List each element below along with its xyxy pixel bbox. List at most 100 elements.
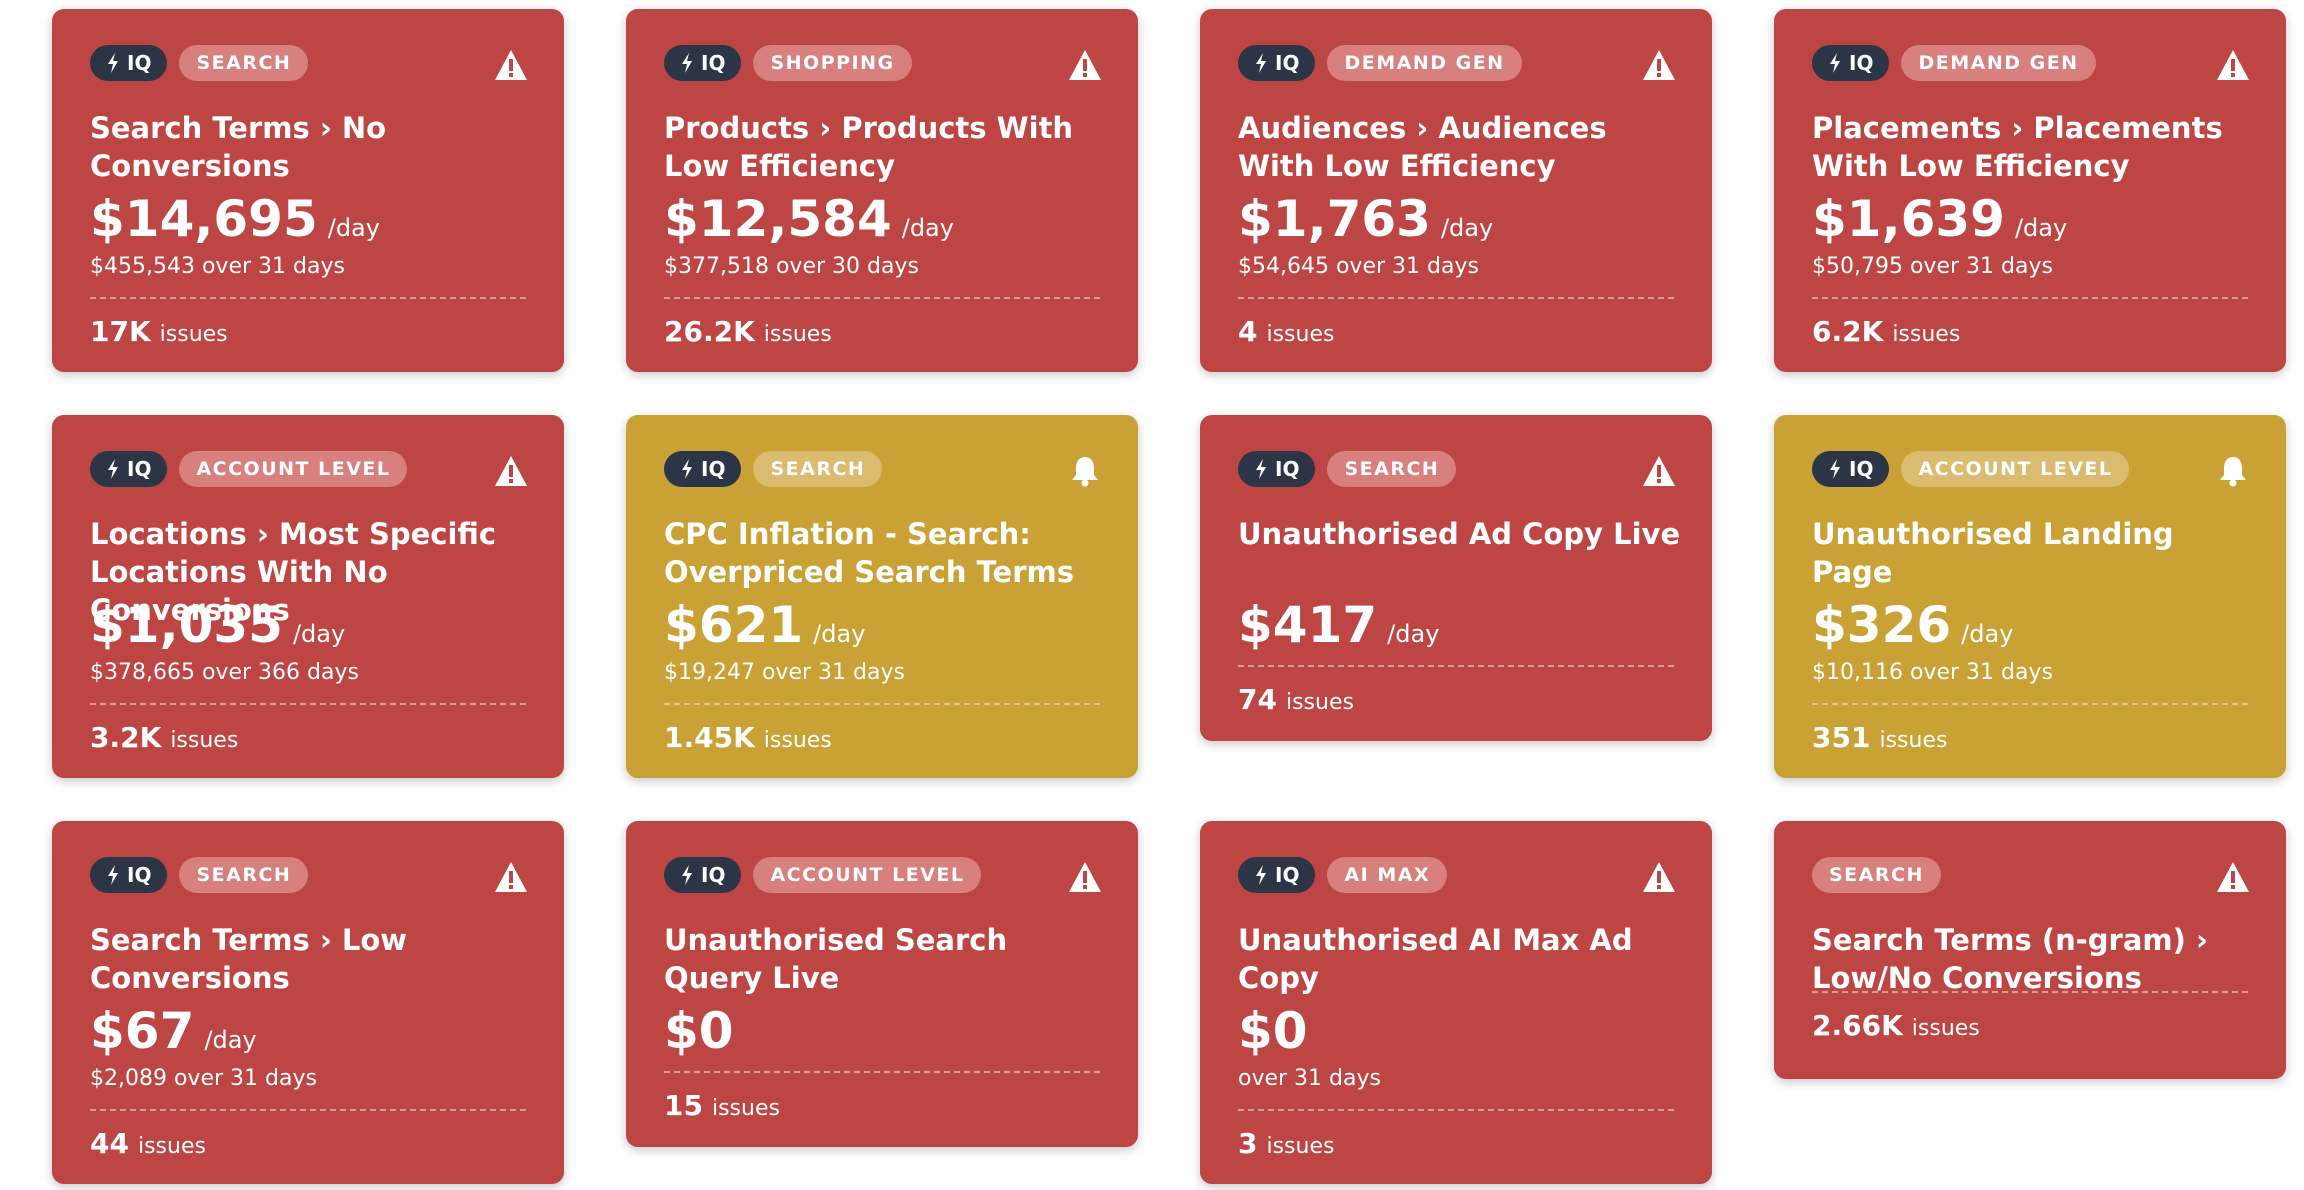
daily-amount: $14,695 [90,190,318,248]
card-title: Unauthorised Ad Copy Live [1238,517,1681,551]
issues-label: issues [711,1096,780,1121]
per-day-label: /day [204,1026,257,1054]
issues-summary: 3 issues [1238,1127,1334,1160]
issues-label: issues [1285,690,1354,715]
issue-card[interactable]: IQ SEARCH Search Terms › No Conversions … [52,9,564,372]
card-badges: IQ ACCOUNT LEVEL [664,857,982,893]
iq-badge-label: IQ [127,863,152,887]
divider [1238,297,1674,299]
issue-card[interactable]: IQ ACCOUNT LEVEL Unauthorised Landing Pa… [1774,415,2286,778]
lightning-icon [682,459,692,479]
issues-summary: 351 issues [1812,721,1947,754]
category-badge: DEMAND GEN [1901,45,2096,81]
warning-triangle-icon [2217,862,2249,892]
issues-count: 6.2K [1812,315,1884,348]
per-day-label: /day [1440,214,1494,242]
per-day-label: /day [2014,214,2068,242]
iq-badge-label: IQ [1275,457,1300,481]
iq-badge-label: IQ [1275,863,1300,887]
iq-badge-label: IQ [127,51,152,75]
per-day-label: /day [1961,620,2014,648]
warning-triangle-icon [1069,862,1101,892]
issues-count: 2.66K [1812,1009,1903,1042]
amount-row: $326 /day [1812,595,2013,655]
iq-badge: IQ [90,45,168,81]
amount-row: $0 [664,1001,734,1061]
divider [1812,703,2248,705]
issue-card[interactable]: IQ AI MAX Unauthorised AI Max Ad Copy $0… [1200,821,1712,1184]
issue-card[interactable]: SEARCH Search Terms (n-gram) › Low/No Co… [1774,821,2286,1079]
issues-label: issues [1892,322,1961,347]
issue-card[interactable]: IQ ACCOUNT LEVEL Unauthorised Search Que… [626,821,1138,1147]
card-badges: IQ ACCOUNT LEVEL [1812,451,2130,487]
issue-card[interactable]: IQ SEARCH CPC Inflation - Search: Overpr… [626,415,1138,778]
divider [90,297,526,299]
issues-count: 1.45K [664,721,755,754]
lightning-icon [1830,459,1840,479]
warning-triangle-icon [2217,50,2249,80]
card-title: Unauthorised AI Max Ad Copy [1238,923,1633,995]
issues-label: issues [1911,1016,1980,1041]
issues-count: 44 [90,1127,129,1160]
amount-row: $417 /day [1238,595,1439,655]
issues-count: 74 [1238,683,1277,716]
issues-summary: 44 issues [90,1127,206,1160]
warning-triangle-icon [495,456,527,486]
divider [1812,991,2248,993]
divider [1812,297,2248,299]
issue-card[interactable]: IQ SEARCH Unauthorised Ad Copy Live $417… [1200,415,1712,741]
card-title: Locations › Most Specific Locations With… [90,517,497,627]
category-badge: SEARCH [1812,857,1941,893]
daily-amount: $67 [90,1002,195,1060]
issues-summary: 15 issues [664,1089,780,1122]
amount-row: $621 /day [664,595,865,655]
issue-card[interactable]: IQ DEMAND GEN Placements › Placements Wi… [1774,9,2286,372]
issues-summary: 1.45K issues [664,721,832,754]
warning-triangle-icon [1643,456,1675,486]
iq-badge: IQ [1238,857,1316,893]
issues-label: issues [763,322,832,347]
issues-summary: 3.2K issues [90,721,238,754]
category-badge: SHOPPING [753,45,912,81]
issues-label: issues [1879,728,1948,753]
amount-row: $67 /day [90,1001,257,1061]
period-total: $378,665 over 366 days [90,660,359,685]
issues-label: issues [1266,1134,1335,1159]
lightning-icon [1830,53,1840,73]
card-title: Audiences › Audiences With Low Efficienc… [1238,111,1607,183]
divider [90,703,526,705]
category-badge: SEARCH [753,451,883,487]
card-badges: IQ ACCOUNT LEVEL [90,451,408,487]
issues-count: 15 [664,1089,703,1122]
issues-summary: 74 issues [1238,683,1354,716]
iq-badge-label: IQ [701,863,726,887]
card-badges: IQ DEMAND GEN [1238,45,1522,81]
divider [664,703,1100,705]
amount-row: $14,695 /day [90,189,380,249]
daily-amount: $1,035 [90,596,283,654]
period-total: $54,645 over 31 days [1238,254,1479,279]
period-total: $2,089 over 31 days [90,1066,317,1091]
issues-summary: 6.2K issues [1812,315,1960,348]
iq-badge: IQ [664,451,742,487]
period-total: $10,116 over 31 days [1812,660,2053,685]
period-total: $455,543 over 31 days [90,254,345,279]
card-badges: IQ SEARCH [1238,451,1457,487]
issue-card[interactable]: IQ SHOPPING Products › Products With Low… [626,9,1138,372]
issues-summary: 2.66K issues [1812,1009,1980,1042]
category-badge: SEARCH [179,45,309,81]
issue-card[interactable]: IQ ACCOUNT LEVEL Locations › Most Specif… [52,415,564,778]
issues-summary: 26.2K issues [664,315,832,348]
warning-triangle-icon [495,50,527,80]
warning-triangle-icon [495,862,527,892]
iq-badge-label: IQ [127,457,152,481]
daily-amount: $326 [1812,596,1952,654]
issue-card[interactable]: IQ SEARCH Search Terms › Low Conversions… [52,821,564,1184]
iq-badge-label: IQ [701,457,726,481]
issues-label: issues [159,322,228,347]
issues-label: issues [170,728,239,753]
category-badge: DEMAND GEN [1327,45,1522,81]
issue-card[interactable]: IQ DEMAND GEN Audiences › Audiences With… [1200,9,1712,372]
lightning-icon [682,53,692,73]
amount-row: $0 [1238,1001,1308,1061]
